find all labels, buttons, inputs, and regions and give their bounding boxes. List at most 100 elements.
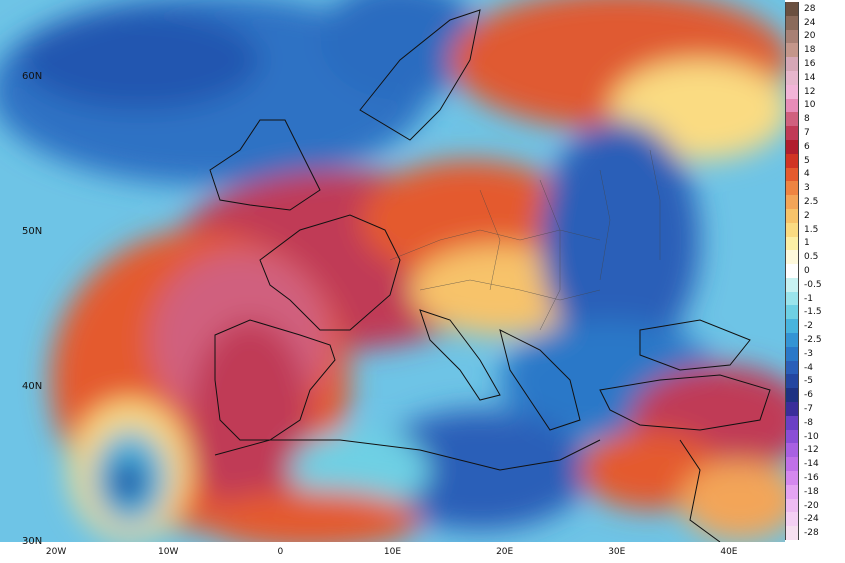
colorbar-swatch	[785, 236, 799, 251]
colorbar-swatch	[785, 139, 799, 155]
colorbar-swatch	[785, 443, 799, 458]
coast-north-africa	[214, 439, 601, 471]
colorbar-label: -4	[804, 362, 813, 373]
borders	[389, 149, 661, 331]
coast-balkans	[499, 329, 581, 431]
colorbar-label: -16	[804, 472, 819, 483]
colorbar-swatch	[785, 98, 799, 113]
colorbar-label: 14	[804, 72, 816, 83]
colorbar-swatch	[785, 415, 799, 431]
colorbar-label: 0	[804, 266, 810, 276]
colorbar-label: 8	[804, 114, 810, 125]
longitude-label: 10E	[383, 547, 402, 557]
colorbar-label: -10	[804, 431, 819, 442]
latitude-label: 30N	[22, 536, 43, 547]
colorbar-label: -2	[804, 321, 813, 332]
colorbar-swatch	[785, 2, 799, 17]
colorbar-label: 16	[804, 59, 816, 70]
colorbar-swatch	[785, 526, 799, 541]
colorbar-label: -24	[804, 514, 819, 525]
colorbar-label: 5	[804, 155, 810, 166]
colorbar-swatch	[785, 277, 799, 293]
coast-france	[259, 214, 401, 331]
colorbar-swatch	[785, 15, 799, 31]
colorbar-swatch	[785, 181, 799, 196]
colorbar-label: 6	[804, 141, 810, 152]
coast-black-sea	[639, 319, 751, 371]
colorbar-label: -6	[804, 390, 813, 401]
coast-scandinavia	[359, 9, 481, 141]
coastlines	[209, 9, 771, 542]
colorbar-swatch	[785, 498, 799, 513]
colorbar-label: 7	[804, 128, 810, 139]
colorbar-label: -5	[804, 376, 813, 387]
colorbar-label: -1	[804, 293, 813, 304]
colorbar-label: -28	[804, 528, 819, 539]
coast-italy	[419, 309, 501, 401]
coast-eastern-med	[679, 439, 721, 542]
colorbar-swatch	[785, 250, 799, 265]
colorbar	[785, 2, 799, 541]
colorbar-label: 4	[804, 169, 810, 180]
colorbar-label: 20	[804, 31, 816, 42]
colorbar-label: 3	[804, 183, 810, 194]
colorbar-swatch	[785, 512, 799, 527]
colorbar-swatch	[785, 319, 799, 334]
colorbar-swatch	[785, 43, 799, 58]
colorbar-swatch	[785, 126, 799, 141]
longitude-label: 20W	[45, 547, 67, 557]
colorbar-label: 1.5	[804, 224, 819, 235]
colorbar-swatch	[785, 360, 799, 375]
colorbar-swatch	[785, 195, 799, 210]
coast-iberia	[214, 319, 336, 441]
coast-britain	[209, 119, 321, 211]
colorbar-swatch	[785, 402, 799, 417]
colorbar-swatch	[785, 29, 799, 44]
colorbar-swatch	[785, 70, 799, 86]
longitude-label: 20E	[496, 547, 514, 557]
colorbar-label: 12	[804, 86, 816, 97]
latitude-label: 60N	[22, 71, 43, 83]
colorbar-swatch	[785, 484, 799, 500]
colorbar-label: 18	[804, 45, 816, 56]
anomaly-field	[0, 0, 785, 542]
colorbar-swatch	[785, 112, 799, 127]
colorbar-label: -8	[804, 417, 813, 428]
colorbar-label: -2.5	[804, 334, 822, 345]
colorbar-label: -1.5	[804, 307, 822, 318]
colorbar-label: -7	[804, 403, 813, 414]
colorbar-swatch	[785, 457, 799, 472]
colorbar-label: -14	[804, 459, 819, 470]
colorbar-label: 2	[804, 210, 810, 221]
colorbar-swatch	[785, 222, 799, 237]
longitude-label: 10W	[158, 547, 179, 557]
colorbar-label: 24	[804, 17, 816, 28]
colorbar-swatch	[785, 153, 799, 169]
latitude-label: 50N	[22, 226, 43, 238]
colorbar-label: -3	[804, 348, 813, 359]
longitude-label: 40E	[720, 547, 738, 557]
colorbar-swatch	[785, 333, 799, 348]
colorbar-swatch	[785, 167, 799, 182]
longitude-label: 0	[277, 547, 284, 557]
coast-turkey	[599, 374, 771, 431]
colorbar-swatch	[785, 208, 799, 224]
colorbar-swatch	[785, 305, 799, 320]
colorbar-swatch	[785, 388, 799, 403]
colorbar-label: 10	[804, 100, 816, 111]
colorbar-swatch	[785, 429, 799, 444]
latitude-label: 40N	[22, 381, 43, 393]
colorbar-label: 2.5	[804, 197, 819, 208]
map-canvas	[0, 0, 785, 542]
longitude-label: 30E	[608, 547, 626, 557]
colorbar-swatch	[785, 374, 799, 389]
colorbar-swatch	[785, 264, 799, 279]
colorbar-swatch	[785, 346, 799, 362]
colorbar-swatch	[785, 57, 799, 72]
colorbar-label: -0.5	[804, 279, 822, 290]
colorbar-label: -20	[804, 500, 819, 511]
colorbar-swatch	[785, 84, 799, 100]
colorbar-label: 0.5	[804, 252, 819, 263]
colorbar-swatch	[785, 471, 799, 486]
